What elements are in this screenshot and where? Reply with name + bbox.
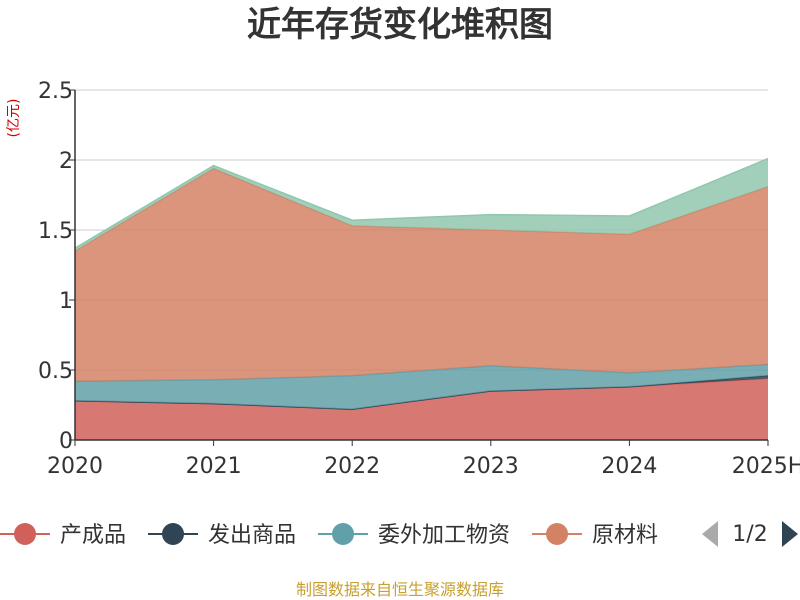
series-line-4: [74, 157, 769, 249]
y-tick-label: 0: [59, 429, 73, 454]
x-tick-label: 2020: [47, 454, 103, 479]
legend-next-icon[interactable]: [782, 521, 798, 547]
chart-title: 近年存货变化堆积图: [247, 5, 553, 45]
y-tick-label: 0.5: [38, 359, 73, 384]
legend-label: 原材料: [592, 523, 658, 548]
x-tick-label: 2025H: [732, 454, 800, 479]
area-series-3: [75, 168, 768, 382]
x-tick-label: 2022: [324, 454, 380, 479]
legend-label: 产成品: [60, 523, 126, 548]
area-series-0: [75, 378, 768, 440]
legend-marker-icon: [332, 523, 355, 545]
legend-marker-icon: [14, 523, 36, 545]
area-series-2: [75, 364, 768, 410]
legend-marker-icon: [546, 523, 569, 545]
legend-item[interactable]: 发出商品: [148, 523, 296, 548]
y-tick-label: 1: [59, 289, 73, 314]
y-tick-label: 1.5: [38, 219, 73, 244]
legend-item[interactable]: 产成品: [0, 523, 126, 548]
y-tick-label: 2: [59, 149, 73, 174]
legend-item[interactable]: 原材料: [532, 523, 658, 548]
y-tick-label: 2.5: [38, 79, 73, 104]
y-axis-unit-label: (亿元): [6, 99, 22, 138]
legend-page-indicator: 1/2: [732, 522, 767, 547]
area-series-4: [75, 158, 768, 251]
legend-label: 委外加工物资: [378, 523, 510, 548]
axes: 0 0.5 1 1.5 2 2.5 2020 2021 2022 2023 2024 2025H: [38, 79, 800, 479]
data-source-note: 制图数据来自恒生聚源数据库: [296, 580, 504, 599]
legend-pager: 1/2: [702, 521, 798, 547]
legend-label: 发出商品: [208, 523, 296, 548]
x-tick-label: 2021: [186, 454, 242, 479]
x-tick-label: 2024: [601, 454, 657, 479]
legend: 产成品 发出商品 委外加工物资 原材料: [0, 523, 658, 548]
legend-marker-icon: [162, 523, 185, 545]
x-tick-label: 2023: [463, 454, 519, 479]
plot-area: [74, 157, 769, 440]
legend-prev-icon[interactable]: [702, 521, 718, 547]
legend-item[interactable]: 委外加工物资: [318, 523, 510, 548]
